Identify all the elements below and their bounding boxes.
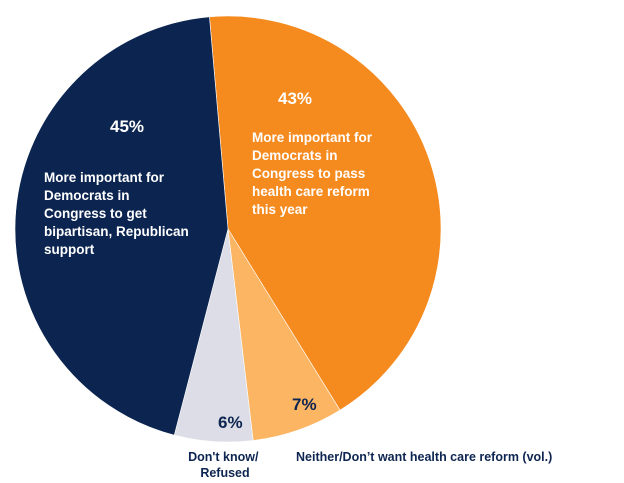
- slice-value-neither: 7%: [292, 395, 317, 414]
- slice-label-dont-know-line2: Refused: [200, 466, 249, 480]
- slice-label-dont-know-line1: Don't know/: [188, 450, 259, 464]
- slice-value-democrats-pass: 43%: [278, 89, 312, 108]
- slice-label-democrats-pass-line2: Democrats in: [252, 148, 338, 163]
- slice-label-bipartisan-line1: More important for: [44, 170, 165, 185]
- slice-label-bipartisan-line2: Democrats in: [44, 188, 130, 203]
- slice-value-dont-know: 6%: [218, 413, 243, 432]
- slice-label-bipartisan-line5: support: [44, 242, 95, 257]
- slice-label-democrats-pass-line5: this year: [252, 202, 308, 217]
- pie-slice-democrats-pass: [209, 15, 442, 411]
- slice-label-dont-know: Don't know/ Refused: [188, 450, 262, 480]
- slice-label-bipartisan: More important for Democrats in Congress…: [44, 170, 193, 257]
- slice-label-democrats-pass-line4: health care reform: [252, 184, 370, 199]
- pie-slice-bipartisan: [14, 16, 229, 436]
- slice-label-democrats-pass-line3: Congress to pass: [252, 166, 365, 181]
- pie-slices: [14, 15, 442, 443]
- slice-label-democrats-pass: More important for Democrats in Congress…: [252, 130, 376, 217]
- slice-label-neither: Neither/Don’t want health care reform (v…: [296, 450, 552, 464]
- slice-value-bipartisan: 45%: [110, 117, 144, 136]
- slice-label-bipartisan-line4: bipartisan, Republican: [44, 224, 189, 239]
- slice-label-bipartisan-line3: Congress to get: [44, 206, 147, 221]
- slice-label-democrats-pass-line1: More important for: [252, 130, 373, 145]
